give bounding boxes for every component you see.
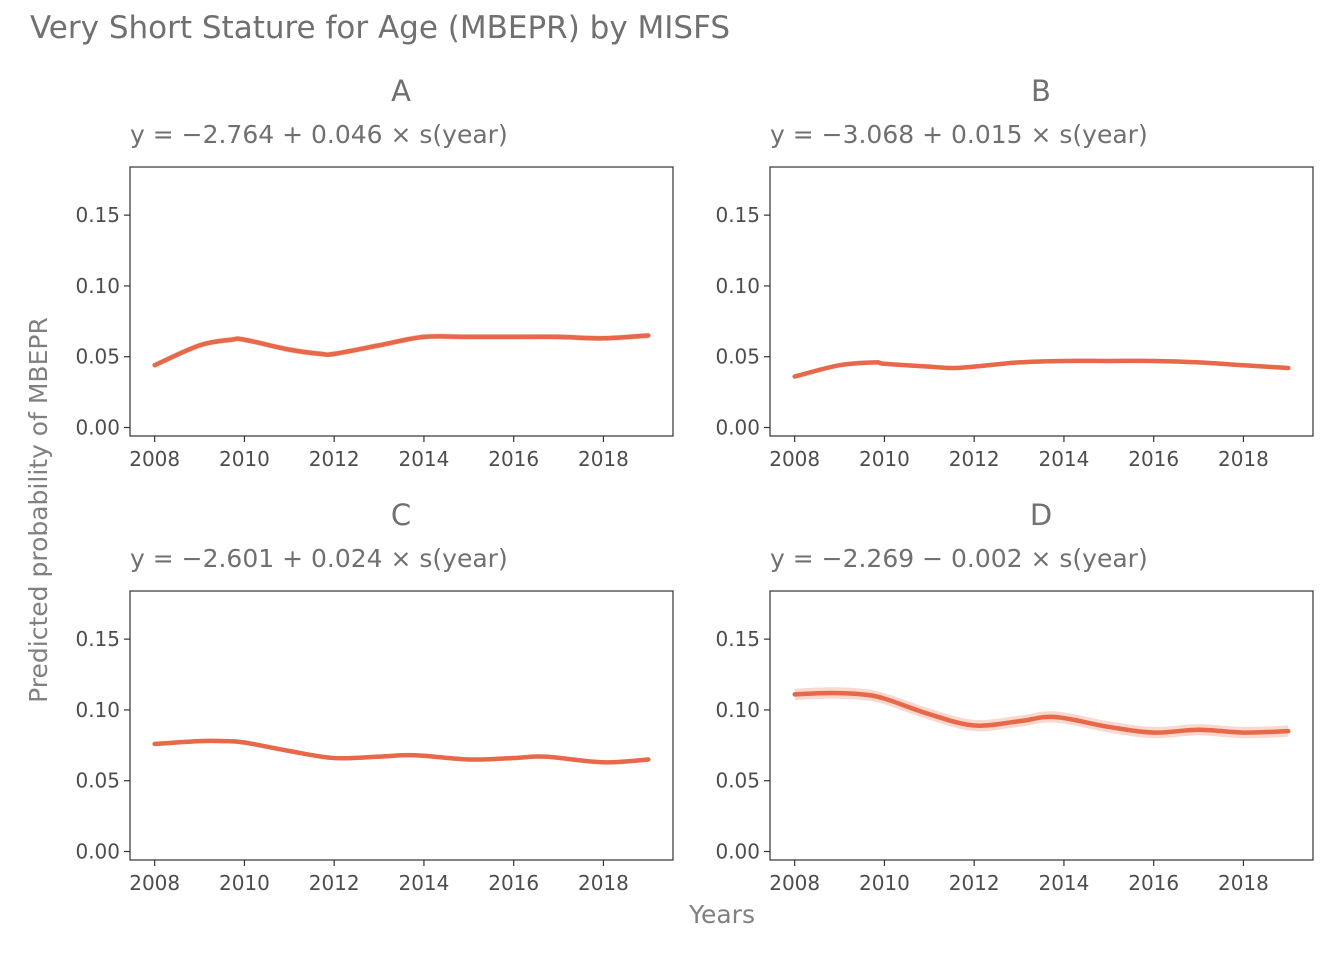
x-tick-label: 2008 [129, 447, 180, 471]
x-tick-label: 2018 [1218, 871, 1269, 895]
panel-subtitle: y = −2.764 + 0.046 × s(year) [130, 120, 508, 149]
x-tick-label: 2016 [1128, 447, 1179, 471]
y-tick-label: 0.00 [715, 416, 760, 440]
confidence-ribbon [794, 687, 1289, 739]
x-tick-label: 2014 [1038, 871, 1089, 895]
y-tick-label: 0.00 [75, 416, 120, 440]
facet-panels: Ay = −2.764 + 0.046 × s(year) 0.00 0.05 0.1… [75, 74, 1314, 895]
chart-title: Very Short Stature for Age (MBEPR) by MI… [30, 10, 730, 46]
y-tick-label: 0.05 [715, 345, 760, 369]
x-tick-label: 2010 [859, 871, 910, 895]
x-tick-label: 2018 [1218, 447, 1269, 471]
y-tick-label: 0.15 [715, 627, 760, 651]
panel-frame [769, 590, 1314, 861]
x-tick-label: 2010 [859, 447, 910, 471]
x-tick-label: 2008 [769, 871, 820, 895]
x-tick-label: 2012 [949, 447, 1000, 471]
x-tick-label: 2012 [309, 447, 360, 471]
x-tick-label: 2014 [398, 871, 449, 895]
x-tick-label: 2016 [488, 871, 539, 895]
fitted-line [792, 358, 1291, 379]
y-tick-label: 0.10 [75, 698, 120, 722]
panel-frame [129, 590, 674, 861]
y-tick-label: 0.15 [715, 203, 760, 227]
y-tick-label: 0.00 [75, 840, 120, 864]
y-tick-label: 0.15 [75, 203, 120, 227]
y-tick-label: 0.05 [715, 769, 760, 793]
panel-label: A [391, 74, 411, 108]
panel-c: Cy = −2.601 + 0.024 × s(year) 0.00 0.05 0.1… [75, 498, 674, 895]
x-tick-label: 2018 [578, 871, 629, 895]
x-tick-label: 2008 [769, 447, 820, 471]
y-tick-label: 0.10 [75, 274, 120, 298]
x-tick-label: 2014 [1038, 447, 1089, 471]
fitted-line [152, 333, 651, 368]
panel-label: C [391, 498, 411, 532]
panel-d: Dy = −2.269 − 0.002 × s(year) 0.00 0.05 0.1… [715, 498, 1314, 895]
panel-frame [129, 166, 674, 437]
x-axis-title: Years [688, 900, 755, 929]
x-tick-label: 2016 [1128, 871, 1179, 895]
y-tick-label: 0.05 [75, 769, 120, 793]
x-tick-label: 2014 [398, 447, 449, 471]
x-tick-label: 2010 [219, 871, 270, 895]
panel-b: By = −3.068 + 0.015 × s(year) 0.00 0.05 0.1… [715, 74, 1314, 471]
panel-a: Ay = −2.764 + 0.046 × s(year) 0.00 0.05 0.1… [75, 74, 674, 471]
y-axis-title: Predicted probability of MBEPR [24, 317, 53, 703]
x-tick-label: 2010 [219, 447, 270, 471]
x-tick-label: 2016 [488, 447, 539, 471]
panel-subtitle: y = −3.068 + 0.015 × s(year) [770, 120, 1148, 149]
y-tick-label: 0.15 [75, 627, 120, 651]
fitted-line [152, 738, 651, 765]
panel-label: B [1031, 74, 1051, 108]
x-tick-label: 2018 [578, 447, 629, 471]
y-tick-label: 0.00 [715, 840, 760, 864]
panel-subtitle: y = −2.601 + 0.024 × s(year) [130, 544, 508, 573]
y-tick-label: 0.10 [715, 698, 760, 722]
x-tick-label: 2008 [129, 871, 180, 895]
fitted-line [792, 690, 1291, 735]
y-tick-label: 0.05 [75, 345, 120, 369]
x-tick-label: 2012 [949, 871, 1000, 895]
x-tick-label: 2012 [309, 871, 360, 895]
panel-label: D [1030, 498, 1052, 532]
panel-frame [769, 166, 1314, 437]
y-tick-label: 0.10 [715, 274, 760, 298]
panel-subtitle: y = −2.269 − 0.002 × s(year) [770, 544, 1148, 573]
